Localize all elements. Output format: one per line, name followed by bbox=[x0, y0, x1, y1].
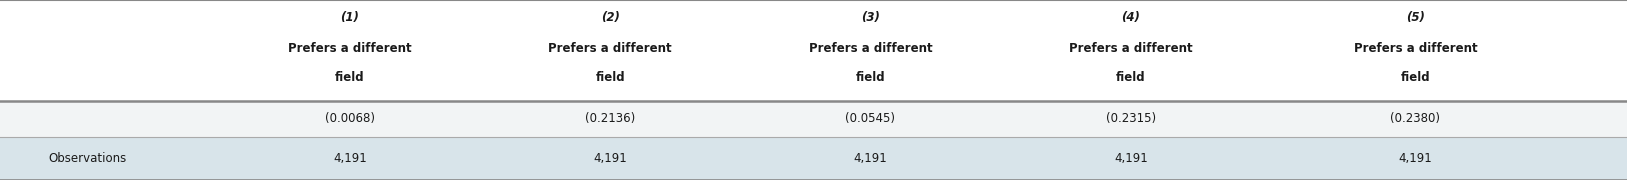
Bar bbox=[0, 0, 1627, 101]
Text: (0.0545): (0.0545) bbox=[846, 112, 895, 125]
Text: field: field bbox=[856, 71, 885, 84]
Text: (0.2315): (0.2315) bbox=[1106, 112, 1155, 125]
Text: (0.2380): (0.2380) bbox=[1391, 112, 1440, 125]
Text: 4,191: 4,191 bbox=[594, 152, 626, 165]
Text: Observations: Observations bbox=[49, 152, 127, 165]
Text: 4,191: 4,191 bbox=[854, 152, 887, 165]
Text: Prefers a different: Prefers a different bbox=[1354, 42, 1477, 55]
Text: field: field bbox=[335, 71, 364, 84]
Text: field: field bbox=[1401, 71, 1430, 84]
Text: (3): (3) bbox=[861, 12, 880, 24]
Text: 4,191: 4,191 bbox=[334, 152, 366, 165]
Text: Prefers a different: Prefers a different bbox=[288, 42, 412, 55]
Text: field: field bbox=[1116, 71, 1145, 84]
Text: (1): (1) bbox=[340, 12, 360, 24]
Text: Prefers a different: Prefers a different bbox=[1069, 42, 1193, 55]
Text: (5): (5) bbox=[1406, 12, 1425, 24]
Text: 4,191: 4,191 bbox=[1399, 152, 1432, 165]
Bar bbox=[0, 137, 1627, 180]
Text: field: field bbox=[595, 71, 625, 84]
Text: (0.2136): (0.2136) bbox=[586, 112, 635, 125]
Text: (2): (2) bbox=[600, 12, 620, 24]
Text: (0.0068): (0.0068) bbox=[325, 112, 374, 125]
Text: (4): (4) bbox=[1121, 12, 1141, 24]
Text: Prefers a different: Prefers a different bbox=[548, 42, 672, 55]
Text: Prefers a different: Prefers a different bbox=[809, 42, 932, 55]
Text: 4,191: 4,191 bbox=[1114, 152, 1147, 165]
Bar bbox=[0, 101, 1627, 137]
